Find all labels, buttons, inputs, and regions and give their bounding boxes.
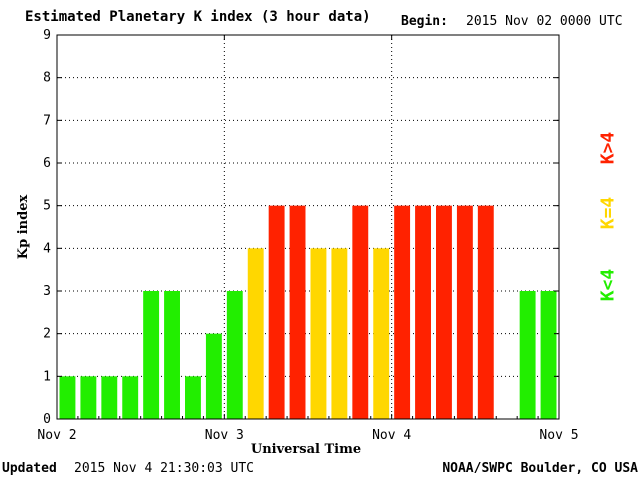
bar (205, 333, 222, 419)
y-tick-label: 9 (43, 28, 51, 43)
x-tick-label: Nov 3 (205, 428, 244, 443)
bar (226, 291, 243, 419)
bars (59, 205, 557, 419)
bar (310, 248, 327, 419)
bar (289, 205, 306, 419)
axis-ticks (56, 34, 560, 420)
bar (80, 376, 97, 419)
chart-title: Estimated Planetary K index (3 hour data… (25, 9, 371, 25)
x-axis-label: Universal Time (251, 442, 361, 457)
legend-entry: K>4 (598, 132, 619, 165)
x-tick-label: Nov 2 (37, 428, 76, 443)
y-tick-label: 7 (43, 113, 51, 128)
y-tick-label: 4 (43, 241, 51, 256)
y-tick-label: 2 (43, 327, 51, 342)
bar (331, 248, 348, 419)
bar (519, 291, 536, 419)
bar (122, 376, 139, 419)
y-tick-label: 3 (43, 284, 51, 299)
y-axis-label: Kp index (16, 195, 31, 260)
x-tick-label: Nov 5 (539, 428, 578, 443)
y-tick-label: 6 (43, 156, 51, 171)
begin-value: 2015 Nov 02 0000 UTC (466, 14, 623, 29)
y-tick-label: 0 (43, 412, 51, 427)
bar (415, 205, 431, 419)
bar (436, 205, 452, 419)
y-tick-label: 1 (43, 369, 51, 384)
grid (57, 34, 559, 419)
y-tick-labels: 0 1 2 3 4 5 6 7 8 9 (43, 28, 51, 427)
y-tick-label: 5 (43, 199, 51, 214)
bar (477, 205, 494, 419)
legend-entry: K=4 (598, 197, 619, 230)
bar (143, 291, 160, 419)
bar (59, 376, 76, 419)
credit: NOAA/SWPC Boulder, CO USA (442, 461, 638, 476)
bar (352, 205, 369, 419)
bar (164, 291, 180, 419)
legend: K<4 K=4 K>4 (598, 132, 619, 302)
bar (456, 205, 473, 419)
bar (101, 376, 118, 419)
x-tick-labels: Nov 2 Nov 3 Nov 4 Nov 5 (37, 428, 578, 443)
bar (247, 248, 264, 419)
bar (394, 205, 411, 419)
updated-label: Updated (2, 461, 57, 476)
bar (540, 291, 557, 419)
begin-label: Begin: (401, 14, 448, 29)
y-tick-label: 8 (43, 71, 51, 86)
legend-entry: K<4 (598, 269, 619, 302)
bar (373, 248, 390, 419)
bar (268, 205, 285, 419)
updated-value: 2015 Nov 4 21:30:03 UTC (74, 461, 255, 476)
bar (185, 376, 201, 419)
x-tick-label: Nov 4 (372, 428, 411, 443)
